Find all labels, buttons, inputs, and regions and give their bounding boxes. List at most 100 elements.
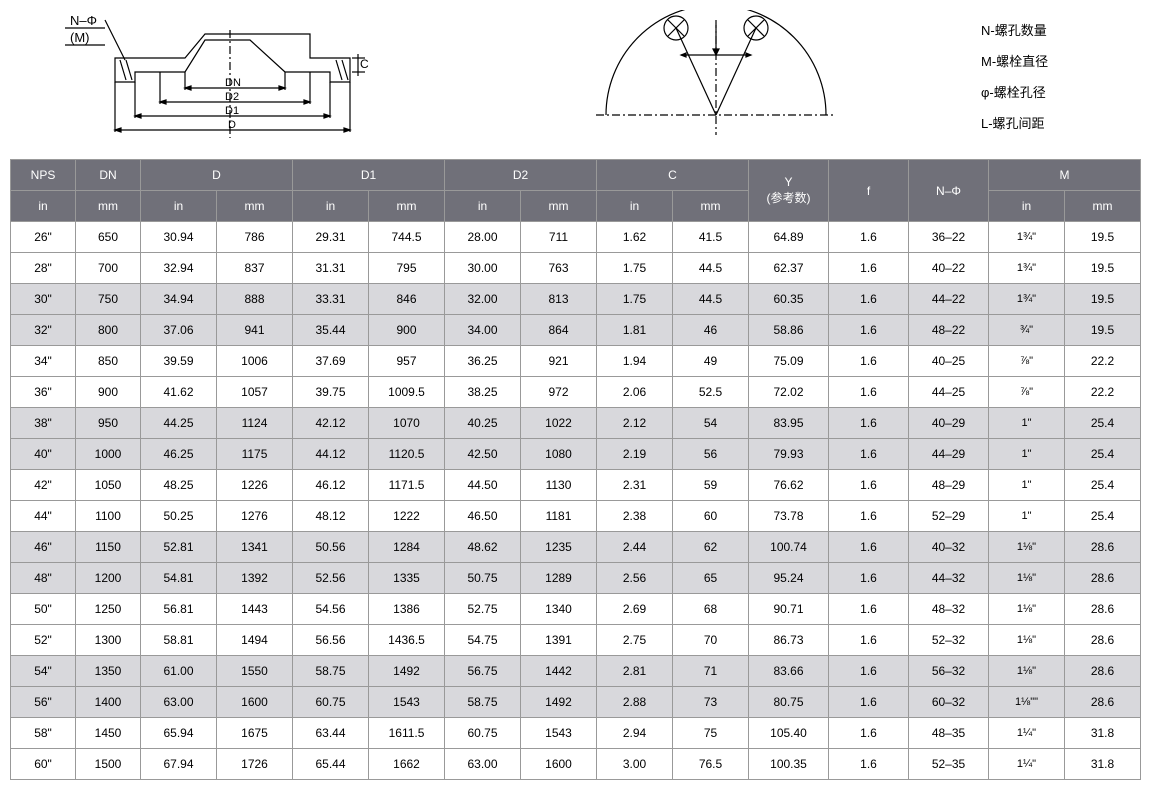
cell-nps: 32" xyxy=(11,315,76,346)
cell-c_mm: 73 xyxy=(673,687,749,718)
th-sub-d-in: in xyxy=(141,191,217,222)
cell-y: 90.71 xyxy=(749,594,829,625)
th-sub-c-in: in xyxy=(597,191,673,222)
cell-d2_mm: 1600 xyxy=(521,749,597,780)
label-dn: DN xyxy=(225,77,241,89)
cell-c_in: 2.75 xyxy=(597,625,673,656)
cell-c_mm: 62 xyxy=(673,532,749,563)
cell-nps: 36" xyxy=(11,377,76,408)
cell-d2_in: 50.75 xyxy=(445,563,521,594)
cell-m_in: 1¼" xyxy=(989,749,1065,780)
cell-f: 1.6 xyxy=(829,346,909,377)
th-sub-m-mm: mm xyxy=(1065,191,1141,222)
cell-d1_in: 39.75 xyxy=(293,377,369,408)
label-c: C xyxy=(360,57,369,71)
cell-f: 1.6 xyxy=(829,563,909,594)
cell-f: 1.6 xyxy=(829,253,909,284)
cell-dn: 650 xyxy=(76,222,141,253)
cell-m_in: ⅞" xyxy=(989,377,1065,408)
cell-dn: 850 xyxy=(76,346,141,377)
cell-nphi: 44–29 xyxy=(909,439,989,470)
cell-y: 64.89 xyxy=(749,222,829,253)
cell-nps: 48" xyxy=(11,563,76,594)
legend-n: N-螺孔数量 xyxy=(981,20,1121,39)
cell-d1_mm: 1335 xyxy=(369,563,445,594)
cell-dn: 1100 xyxy=(76,501,141,532)
cell-dn: 1050 xyxy=(76,470,141,501)
th-d: D xyxy=(141,160,293,191)
cell-d2_in: 42.50 xyxy=(445,439,521,470)
cell-d1_mm: 1009.5 xyxy=(369,377,445,408)
cell-d_in: 61.00 xyxy=(141,656,217,687)
cell-m_in: 1" xyxy=(989,408,1065,439)
cell-m_mm: 19.5 xyxy=(1065,253,1141,284)
cell-nps: 26" xyxy=(11,222,76,253)
th-y: Y(参考数) xyxy=(749,160,829,222)
cell-d2_in: 60.75 xyxy=(445,718,521,749)
table-header: NPS DN D D1 D2 C Y(参考数) f N–Φ M in mm in… xyxy=(11,160,1141,222)
cell-m_in: 1⅛" xyxy=(989,563,1065,594)
cell-d1_in: 46.12 xyxy=(293,470,369,501)
cell-nphi: 52–29 xyxy=(909,501,989,532)
cell-d1_mm: 957 xyxy=(369,346,445,377)
cell-d1_in: 48.12 xyxy=(293,501,369,532)
cell-y: 80.75 xyxy=(749,687,829,718)
th-sub-m-in: in xyxy=(989,191,1065,222)
cell-d_in: 37.06 xyxy=(141,315,217,346)
cell-d_in: 58.81 xyxy=(141,625,217,656)
th-nphi: N–Φ xyxy=(909,160,989,222)
cell-y: 95.24 xyxy=(749,563,829,594)
cell-nphi: 48–35 xyxy=(909,718,989,749)
cell-m_in: 1¾" xyxy=(989,253,1065,284)
cell-d_mm: 1600 xyxy=(217,687,293,718)
cell-d2_mm: 1022 xyxy=(521,408,597,439)
table-row: 30"75034.9488833.3184632.008131.7544.560… xyxy=(11,284,1141,315)
cell-y: 72.02 xyxy=(749,377,829,408)
cell-d_mm: 1341 xyxy=(217,532,293,563)
table-row: 48"120054.81139252.56133550.7512892.5665… xyxy=(11,563,1141,594)
cell-d1_mm: 1171.5 xyxy=(369,470,445,501)
cell-d1_mm: 1070 xyxy=(369,408,445,439)
cell-c_mm: 70 xyxy=(673,625,749,656)
cell-y: 75.09 xyxy=(749,346,829,377)
cell-d1_in: 42.12 xyxy=(293,408,369,439)
cell-nphi: 56–32 xyxy=(909,656,989,687)
cell-d2_in: 48.62 xyxy=(445,532,521,563)
cell-f: 1.6 xyxy=(829,222,909,253)
cell-d2_mm: 1391 xyxy=(521,625,597,656)
cell-d2_mm: 763 xyxy=(521,253,597,284)
top-section: N–Φ (M) C DN D2 D1 D xyxy=(10,10,1141,144)
cell-nphi: 48–32 xyxy=(909,594,989,625)
table-row: 44"110050.25127648.12122246.5011812.3860… xyxy=(11,501,1141,532)
cell-nps: 56" xyxy=(11,687,76,718)
cell-nphi: 44–22 xyxy=(909,284,989,315)
table-row: 46"115052.81134150.56128448.6212352.4462… xyxy=(11,532,1141,563)
table-row: 50"125056.81144354.56138652.7513402.6968… xyxy=(11,594,1141,625)
cell-dn: 1450 xyxy=(76,718,141,749)
cell-nps: 34" xyxy=(11,346,76,377)
cell-d_mm: 1550 xyxy=(217,656,293,687)
cell-dn: 700 xyxy=(76,253,141,284)
cell-c_mm: 71 xyxy=(673,656,749,687)
cell-dn: 1300 xyxy=(76,625,141,656)
cell-d1_in: 65.44 xyxy=(293,749,369,780)
cell-d2_mm: 1181 xyxy=(521,501,597,532)
cell-d_in: 39.59 xyxy=(141,346,217,377)
cell-nps: 42" xyxy=(11,470,76,501)
cell-d2_in: 63.00 xyxy=(445,749,521,780)
cell-c_in: 2.06 xyxy=(597,377,673,408)
cell-c_in: 2.44 xyxy=(597,532,673,563)
flange-cross-section-diagram: N–Φ (M) C DN D2 D1 D xyxy=(30,10,370,140)
cell-nps: 54" xyxy=(11,656,76,687)
cell-nphi: 36–22 xyxy=(909,222,989,253)
cell-d_mm: 1276 xyxy=(217,501,293,532)
cell-nphi: 40–25 xyxy=(909,346,989,377)
cell-d1_mm: 1492 xyxy=(369,656,445,687)
table-row: 58"145065.94167563.441611.560.7515432.94… xyxy=(11,718,1141,749)
cell-c_in: 1.94 xyxy=(597,346,673,377)
cell-d_in: 44.25 xyxy=(141,408,217,439)
cell-m_mm: 28.6 xyxy=(1065,656,1141,687)
cell-nphi: 44–25 xyxy=(909,377,989,408)
cell-d_in: 48.25 xyxy=(141,470,217,501)
cell-dn: 950 xyxy=(76,408,141,439)
